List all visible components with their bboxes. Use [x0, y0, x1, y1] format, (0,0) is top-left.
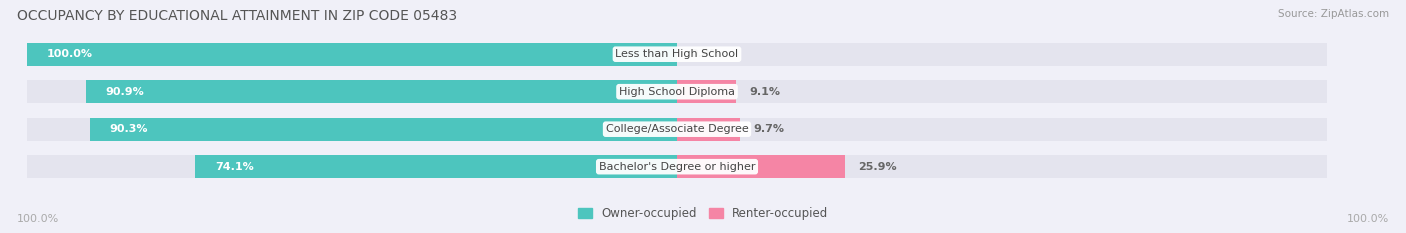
Text: 0.0%: 0.0% [690, 49, 721, 59]
Text: 100.0%: 100.0% [46, 49, 93, 59]
Bar [195, 155, 678, 178]
Bar [678, 118, 740, 141]
Text: Source: ZipAtlas.com: Source: ZipAtlas.com [1278, 9, 1389, 19]
Bar [27, 155, 1327, 178]
Bar [27, 43, 1327, 66]
Text: 25.9%: 25.9% [858, 162, 897, 172]
Bar [678, 80, 737, 103]
Text: 100.0%: 100.0% [17, 214, 59, 224]
Bar [90, 118, 678, 141]
Bar [27, 43, 678, 66]
Text: High School Diploma: High School Diploma [619, 87, 735, 97]
Text: 100.0%: 100.0% [1347, 214, 1389, 224]
Bar [27, 118, 1327, 141]
Text: Less than High School: Less than High School [616, 49, 738, 59]
Text: OCCUPANCY BY EDUCATIONAL ATTAINMENT IN ZIP CODE 05483: OCCUPANCY BY EDUCATIONAL ATTAINMENT IN Z… [17, 9, 457, 23]
Text: 74.1%: 74.1% [215, 162, 253, 172]
Text: Bachelor's Degree or higher: Bachelor's Degree or higher [599, 162, 755, 172]
Bar [678, 155, 845, 178]
Text: College/Associate Degree: College/Associate Degree [606, 124, 748, 134]
Text: 9.1%: 9.1% [749, 87, 780, 97]
Legend: Owner-occupied, Renter-occupied: Owner-occupied, Renter-occupied [572, 202, 834, 225]
Text: 9.7%: 9.7% [754, 124, 785, 134]
Bar [27, 80, 1327, 103]
Text: 90.9%: 90.9% [105, 87, 145, 97]
Text: 90.3%: 90.3% [110, 124, 148, 134]
Bar [86, 80, 678, 103]
